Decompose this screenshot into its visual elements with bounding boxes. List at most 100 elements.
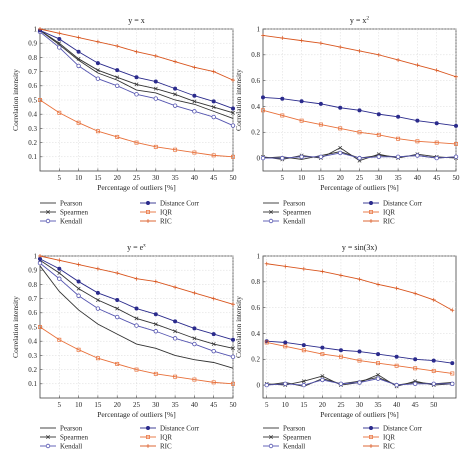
data-point-kendall (172, 103, 178, 108)
legend-marker (368, 201, 373, 206)
data-point-iqr (153, 144, 158, 149)
data-point-kendall (415, 153, 420, 158)
x-tick-label: 5 (281, 174, 285, 182)
data-point-kendall (76, 63, 81, 69)
y-tick-label: 0.8 (251, 51, 260, 59)
legend-marker (369, 210, 373, 214)
data-point-spearmen (301, 379, 306, 384)
legend-label: IQR (383, 434, 395, 442)
y-tick-label: 0.2 (251, 356, 260, 364)
data-point-kendall (230, 123, 236, 128)
data-point-iqr (231, 381, 235, 386)
data-point-distance-corr (320, 345, 325, 350)
data-point-spearmen (57, 41, 62, 46)
data-point-kendall (357, 155, 362, 161)
y-tick-label: 0.4 (251, 103, 260, 111)
legend-item-iqr: IQR (363, 209, 395, 217)
data-point-ric (413, 291, 418, 296)
x-tick-label: 15 (300, 401, 308, 409)
panel-title: y = x (128, 16, 145, 25)
x-tick-label: 25 (356, 174, 364, 182)
x-axis-label: Percentage of outliers [%] (97, 410, 176, 419)
y-tick-label: 0.8 (28, 281, 37, 289)
data-point-kendall (450, 381, 455, 386)
series-ric (264, 261, 455, 313)
legend-item-spearmen: Spearmen (263, 209, 311, 217)
data-point-spearmen (173, 329, 178, 334)
data-point-distance-corr (396, 114, 401, 119)
data-point-iqr (434, 140, 439, 145)
data-point-kendall (376, 154, 381, 159)
legend-label: Kendall (283, 218, 305, 226)
data-point-kendall (357, 380, 362, 385)
y-tick-label: 0.2 (28, 139, 37, 147)
legend-label: Spearmen (60, 209, 88, 217)
data-point-kendall (37, 260, 43, 266)
data-point-kendall (394, 382, 399, 388)
data-point-ric (376, 52, 381, 57)
legend-label: Distance Corr (383, 425, 423, 433)
legend-marker (146, 219, 150, 223)
data-point-iqr (57, 337, 62, 342)
data-point-iqr (396, 136, 401, 141)
x-tick-label: 20 (337, 174, 345, 182)
data-point-distance-corr (173, 319, 178, 324)
data-point-distance-corr (115, 298, 120, 303)
data-point-distance-corr (95, 290, 100, 295)
legend-marker (369, 435, 373, 439)
series-kendall (37, 29, 236, 128)
data-point-distance-corr (357, 108, 362, 113)
data-point-ric (231, 302, 235, 307)
x-tick-label: 15 (94, 174, 102, 182)
data-point-distance-corr (394, 354, 399, 359)
y-tick-label: 0.2 (28, 366, 37, 374)
data-point-kendall (76, 293, 81, 298)
legend-item-ric: RIC (140, 218, 172, 226)
panel-title-base: y = e (127, 243, 144, 252)
panel-y-equals-x: 5 10 15 20 25 30 35 40 45 50 0.1 0.2 0.3 0.4 0.5 0.6 0.7… (11, 16, 237, 226)
series-line-iqr (39, 326, 234, 385)
series-line-pearson (39, 265, 234, 369)
legend-label: RIC (383, 443, 395, 451)
data-point-distance-corr (299, 99, 304, 104)
y-tick-label: 0.9 (28, 267, 37, 275)
data-point-ric (173, 59, 178, 64)
data-point-distance-corr (173, 86, 178, 91)
data-point-iqr (320, 352, 325, 357)
data-point-kendall (260, 155, 266, 161)
series-iqr (38, 98, 235, 159)
data-point-distance-corr (431, 358, 436, 363)
x-tick-label: 50 (230, 401, 238, 409)
series-distance-corr (264, 339, 455, 366)
data-point-iqr (318, 122, 323, 127)
data-point-spearmen (376, 372, 381, 377)
data-point-ric (76, 35, 81, 40)
data-point-spearmen (134, 316, 139, 321)
data-point-distance-corr (192, 93, 197, 98)
legend-item-ric: RIC (363, 443, 395, 451)
data-point-iqr (76, 120, 81, 125)
legend-marker (146, 210, 150, 214)
data-point-distance-corr (76, 49, 81, 54)
data-point-spearmen (231, 346, 235, 351)
x-tick-label: 30 (375, 174, 383, 182)
x-tick-label: 35 (395, 174, 403, 182)
legend-marker (368, 425, 373, 430)
data-point-kendall (412, 381, 418, 386)
x-tick-label: 40 (393, 401, 401, 409)
x-tick-label: 35 (375, 401, 383, 409)
y-tick-label: 0.4 (251, 330, 260, 338)
data-point-ric (357, 277, 362, 282)
series-kendall (260, 150, 459, 161)
legend-marker (269, 435, 273, 439)
data-point-distance-corr (211, 99, 216, 104)
data-point-iqr (299, 118, 304, 123)
x-tick-label: 35 (172, 401, 180, 409)
data-point-ric (38, 27, 42, 31)
x-tick-label: 20 (114, 174, 122, 182)
series-line-iqr (262, 109, 457, 145)
y-tick-label: 1 (257, 252, 261, 260)
x-tick-label: 45 (412, 401, 420, 409)
data-point-iqr (173, 374, 178, 379)
data-point-distance-corr (338, 105, 343, 110)
